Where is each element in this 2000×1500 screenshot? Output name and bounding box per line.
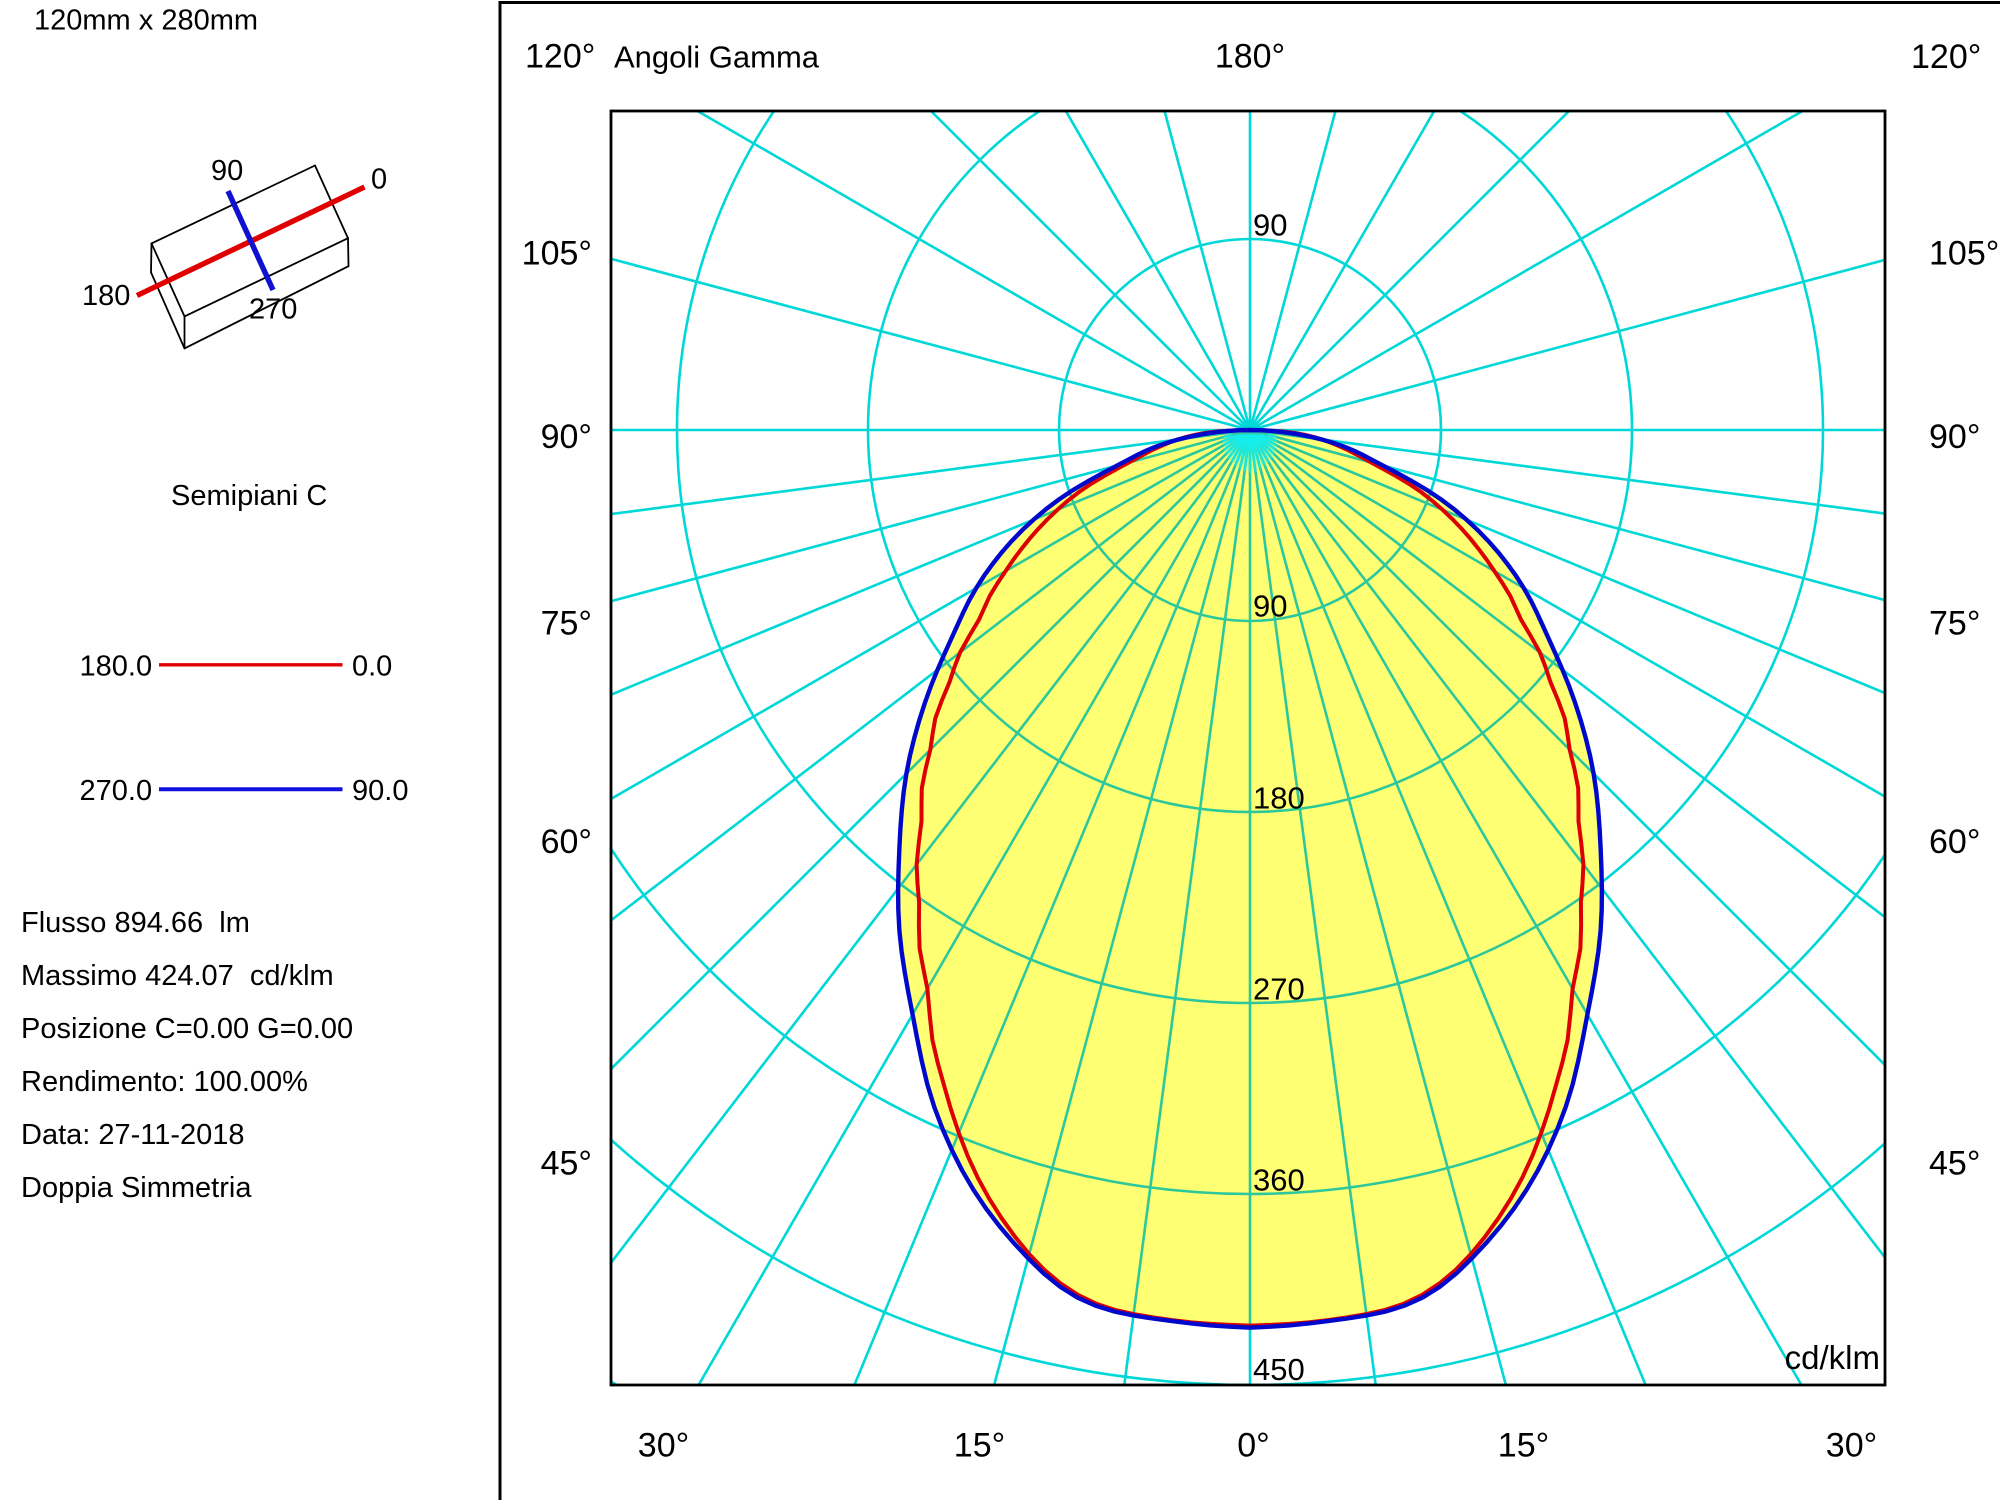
svg-text:Data: 27-11-2018: Data: 27-11-2018 xyxy=(21,1119,245,1151)
svg-text:Posizione C=0.00 G=0.00: Posizione C=0.00 G=0.00 xyxy=(21,1013,353,1045)
svg-text:90: 90 xyxy=(1253,208,1287,243)
svg-text:60°: 60° xyxy=(541,823,592,861)
svg-text:45°: 45° xyxy=(1929,1145,1980,1183)
svg-text:180: 180 xyxy=(82,280,130,312)
svg-text:0°: 0° xyxy=(1237,1427,1270,1465)
svg-text:105°: 105° xyxy=(1929,235,1999,273)
svg-text:180.0: 180.0 xyxy=(80,651,153,683)
svg-text:120°: 120° xyxy=(1911,38,1981,76)
svg-text:450: 450 xyxy=(1253,1352,1305,1387)
svg-text:Semipiani C: Semipiani C xyxy=(171,480,327,512)
svg-text:360: 360 xyxy=(1253,1163,1305,1198)
svg-text:45°: 45° xyxy=(541,1145,592,1183)
svg-text:Flusso 894.66 lm: Flusso 894.66 lm xyxy=(21,907,250,939)
svg-text:270.0: 270.0 xyxy=(80,775,153,807)
svg-text:cd/klm: cd/klm xyxy=(1785,1339,1880,1376)
svg-text:0: 0 xyxy=(371,164,387,196)
svg-text:Massimo 424.07 cd/klm: Massimo 424.07 cd/klm xyxy=(21,960,334,992)
svg-text:90°: 90° xyxy=(1929,418,1980,456)
svg-text:15°: 15° xyxy=(954,1427,1005,1465)
svg-text:75°: 75° xyxy=(1929,605,1980,643)
svg-text:120°: 120° xyxy=(525,38,595,76)
svg-text:Angoli Gamma: Angoli Gamma xyxy=(614,40,820,75)
svg-text:180°: 180° xyxy=(1215,38,1285,76)
svg-text:120mm x 280mm: 120mm x 280mm xyxy=(34,5,258,37)
svg-text:30°: 30° xyxy=(638,1427,689,1465)
svg-text:75°: 75° xyxy=(541,605,592,643)
svg-text:Rendimento: 100.00%: Rendimento: 100.00% xyxy=(21,1066,308,1098)
svg-text:105°: 105° xyxy=(522,235,592,273)
svg-text:90: 90 xyxy=(1253,589,1287,624)
svg-text:90: 90 xyxy=(211,155,243,187)
svg-text:0.0: 0.0 xyxy=(352,651,392,683)
svg-text:90.0: 90.0 xyxy=(352,775,408,807)
svg-text:60°: 60° xyxy=(1929,823,1980,861)
svg-text:270: 270 xyxy=(249,294,297,326)
svg-text:30°: 30° xyxy=(1826,1427,1877,1465)
svg-text:270: 270 xyxy=(1253,972,1305,1007)
svg-text:180: 180 xyxy=(1253,781,1305,816)
svg-text:90°: 90° xyxy=(541,418,592,456)
svg-text:Doppia Simmetria: Doppia Simmetria xyxy=(21,1172,252,1204)
svg-text:15°: 15° xyxy=(1498,1427,1549,1465)
